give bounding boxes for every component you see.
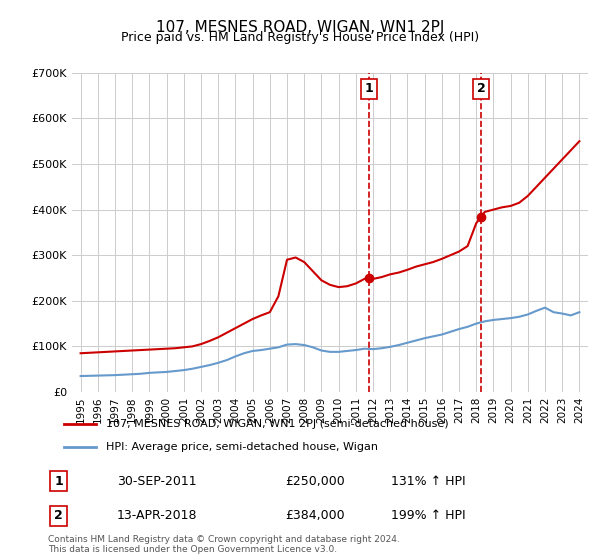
Text: Contains HM Land Registry data © Crown copyright and database right 2024.
This d: Contains HM Land Registry data © Crown c… bbox=[48, 535, 400, 554]
Text: 107, MESNES ROAD, WIGAN, WN1 2PJ (semi-detached house): 107, MESNES ROAD, WIGAN, WN1 2PJ (semi-d… bbox=[106, 419, 449, 429]
Text: Price paid vs. HM Land Registry's House Price Index (HPI): Price paid vs. HM Land Registry's House … bbox=[121, 31, 479, 44]
Text: 1: 1 bbox=[364, 82, 373, 95]
Text: 199% ↑ HPI: 199% ↑ HPI bbox=[391, 509, 466, 522]
Text: 2: 2 bbox=[476, 82, 485, 95]
Text: 13-APR-2018: 13-APR-2018 bbox=[116, 509, 197, 522]
Text: £250,000: £250,000 bbox=[286, 474, 346, 488]
Text: 1: 1 bbox=[54, 474, 63, 488]
Text: 131% ↑ HPI: 131% ↑ HPI bbox=[391, 474, 466, 488]
Text: 2: 2 bbox=[54, 509, 63, 522]
Text: 107, MESNES ROAD, WIGAN, WN1 2PJ: 107, MESNES ROAD, WIGAN, WN1 2PJ bbox=[156, 20, 444, 35]
Text: £384,000: £384,000 bbox=[286, 509, 345, 522]
Text: HPI: Average price, semi-detached house, Wigan: HPI: Average price, semi-detached house,… bbox=[106, 442, 378, 452]
Text: 30-SEP-2011: 30-SEP-2011 bbox=[116, 474, 196, 488]
